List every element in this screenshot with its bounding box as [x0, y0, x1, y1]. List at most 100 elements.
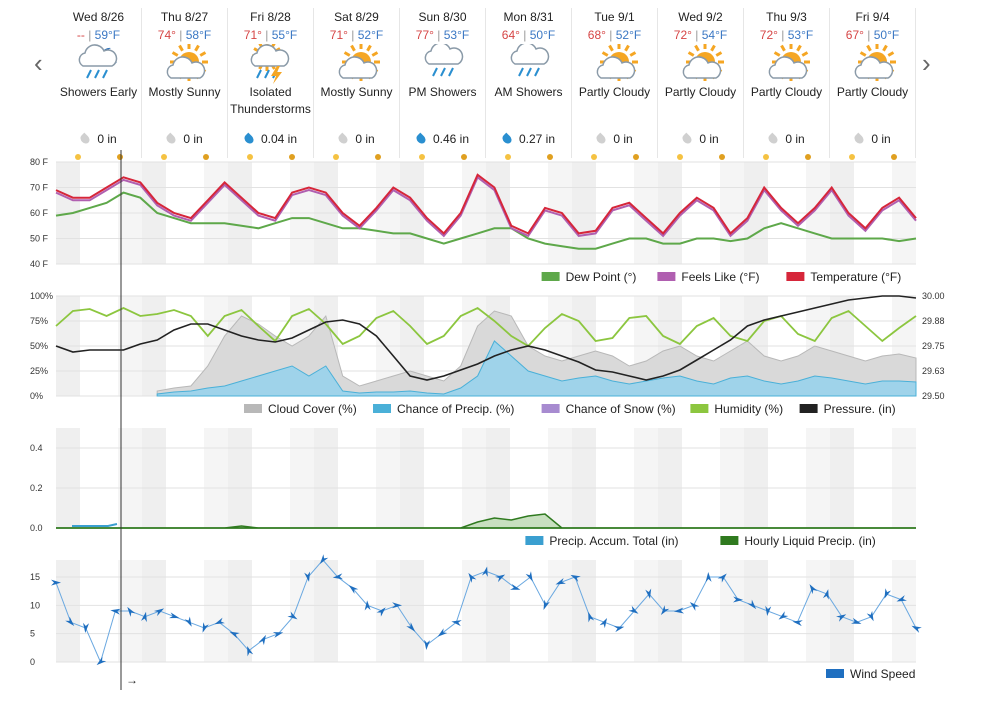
- low-temp: 52°F: [357, 28, 384, 42]
- high-temp: 71°: [243, 28, 262, 42]
- scroll-arrow-icon: →: [126, 673, 138, 687]
- night-band: [892, 560, 916, 662]
- precip-chance-area: [156, 340, 917, 397]
- day-precip: 0 in: [142, 132, 228, 146]
- legend-swatch: [720, 536, 739, 545]
- precip-amount: 0 in: [97, 132, 117, 146]
- low-temp: 50°F: [873, 28, 900, 42]
- day-date: Wed 8/26: [72, 10, 125, 24]
- wind-arrow: [732, 596, 744, 603]
- night-band: [462, 560, 486, 662]
- sunset-marker: [461, 154, 467, 160]
- legend-swatch: [525, 536, 544, 545]
- legend-label: Chance of Snow (%): [566, 402, 676, 416]
- day-precip: 0 in: [658, 132, 744, 146]
- day-temps: 64° | 50°F: [501, 28, 556, 42]
- legend-swatch: [541, 272, 560, 281]
- day-temps: -- | 59°F: [76, 28, 121, 42]
- y-tick-label: 25%: [30, 366, 48, 376]
- legend-label: Dew Point (°): [566, 270, 637, 284]
- cloud-moon-rain-icon: [78, 44, 117, 79]
- wind-arrow: [778, 611, 789, 620]
- wind-arrow: [866, 610, 874, 622]
- sunset-marker: [375, 154, 381, 160]
- next-days-button[interactable]: ›: [922, 48, 931, 78]
- wind-arrow: [229, 631, 240, 639]
- night-band: [400, 560, 424, 662]
- y-tick-label: 0: [30, 657, 35, 667]
- sun-cloud-icon: [166, 44, 208, 81]
- night-band: [830, 560, 854, 662]
- wind-arrow: [543, 599, 550, 611]
- y-tick-label: 0.2: [30, 483, 43, 493]
- wind-arrow: [247, 645, 254, 657]
- high-temp: 77°: [415, 28, 434, 42]
- forecast-day: Wed 8/26 -- | 59°F Showers Early 0 in: [56, 8, 142, 158]
- low-temp: 50°F: [529, 28, 556, 42]
- wind-arrow: [705, 572, 712, 583]
- precip-amount: 0 in: [183, 132, 203, 146]
- day-date: Fri 8/28: [250, 10, 291, 24]
- low-temp: 53°F: [787, 28, 814, 42]
- y-tick-label: 0.0: [30, 523, 43, 533]
- high-temp: 64°: [501, 28, 520, 42]
- day-precip: 0.04 in: [228, 132, 314, 146]
- y-tick-label: 15: [30, 572, 40, 582]
- night-band: [572, 560, 596, 662]
- day-precip: 0 in: [830, 132, 916, 146]
- wind-arrow: [127, 606, 136, 617]
- night-band: [376, 428, 400, 528]
- wind-arrow: [214, 617, 225, 625]
- day-precip: 0 in: [314, 132, 400, 146]
- sunset-marker: [289, 154, 295, 160]
- day-date: Tue 9/1: [594, 10, 635, 24]
- forecast-day: Thu 9/3 72° | 53°F Partly Cloudy 0 in: [744, 8, 830, 158]
- wind-arrow: [555, 578, 566, 585]
- day-condition: Partly Cloudy: [578, 85, 651, 99]
- wind-arrow: [673, 607, 685, 614]
- sunset-marker: [633, 154, 639, 160]
- day-precip: 0.27 in: [486, 132, 572, 146]
- wind-arrow: [272, 632, 284, 638]
- y-tick-label: 40 F: [30, 259, 49, 269]
- night-band: [634, 560, 658, 662]
- wind-arrow: [747, 599, 757, 610]
- precip-amount: 0 in: [785, 132, 805, 146]
- y-tick-label: 50%: [30, 341, 48, 351]
- y-tick-label: 50 F: [30, 234, 49, 244]
- legend-swatch: [541, 404, 560, 413]
- thunderstorm-icon: [250, 44, 289, 84]
- legend-label: Feels Like (°F): [681, 270, 759, 284]
- wind-arrow: [168, 612, 180, 619]
- legend-swatch: [657, 272, 676, 281]
- wind-arrow: [348, 585, 359, 594]
- night-band: [634, 428, 658, 528]
- legend-swatch: [799, 404, 818, 413]
- day-precip: 0 in: [572, 132, 658, 146]
- day-temps: 68° | 52°F: [587, 28, 642, 42]
- night-band: [142, 428, 166, 528]
- night-band: [400, 428, 424, 528]
- prev-days-button[interactable]: ‹: [34, 48, 43, 78]
- day-temps: 74° | 58°F: [157, 28, 212, 42]
- y-tick-label: 80 F: [30, 157, 49, 167]
- day-temps: 71° | 55°F: [243, 28, 298, 42]
- wind-arrow: [896, 595, 907, 602]
- wind-arrow: [364, 600, 371, 611]
- wind-arrow: [391, 602, 403, 609]
- wind-arrow: [628, 605, 639, 614]
- wind-arrow: [319, 554, 329, 565]
- wind-arrow: [588, 611, 595, 623]
- forecast-day: Sat 8/29 71° | 52°F Mostly Sunny 0 in: [314, 8, 400, 158]
- sun-cloud-icon: [596, 44, 638, 81]
- night-band: [744, 428, 768, 528]
- y2-tick-label: 29.88: [922, 316, 945, 326]
- day-condition: Mostly Sunny: [320, 85, 393, 99]
- legend-label: Wind Speed: [850, 667, 915, 681]
- wind-arrow: [792, 620, 803, 627]
- feels-like-line: [55, 175, 917, 238]
- sunrise-marker: [161, 154, 167, 160]
- wind-arrow: [65, 616, 75, 626]
- precip-amount: 0.27 in: [518, 132, 556, 146]
